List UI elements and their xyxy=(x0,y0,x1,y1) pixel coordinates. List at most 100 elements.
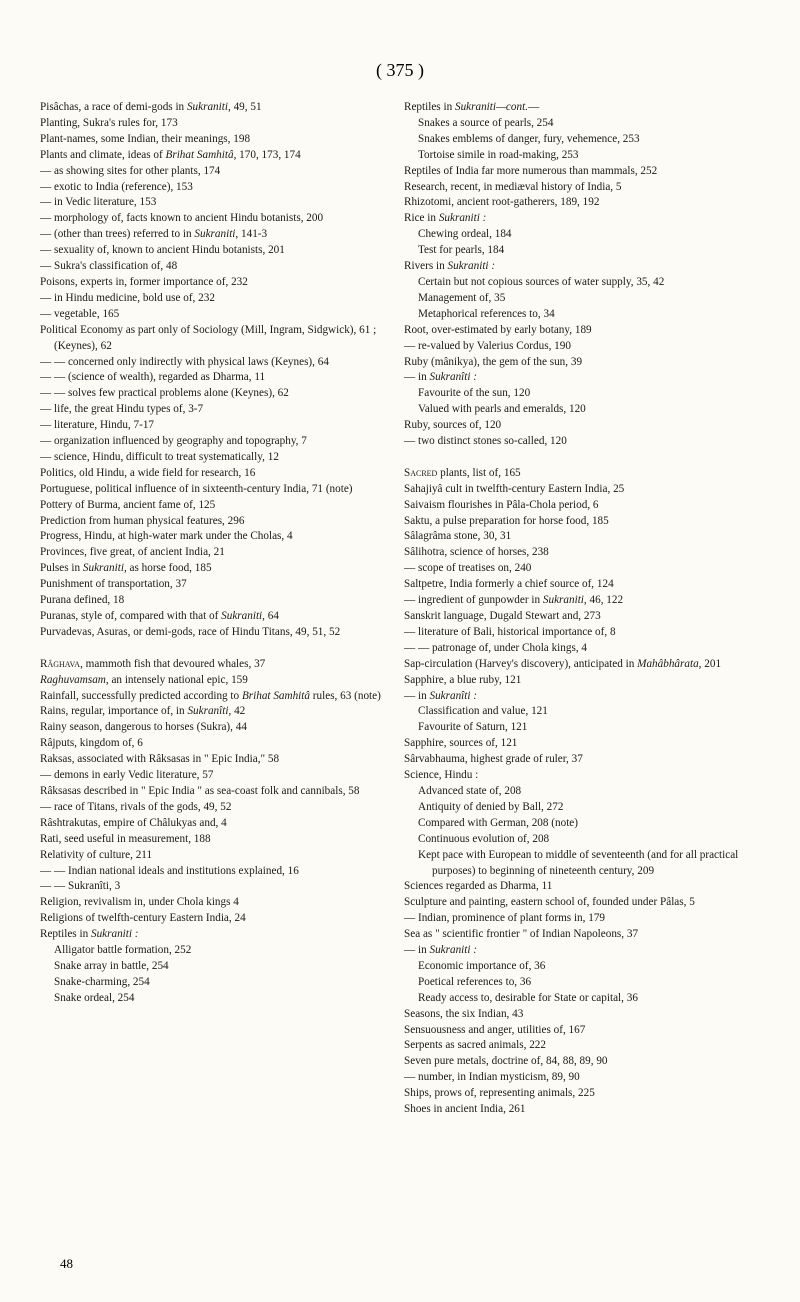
index-entry: — organization influenced by geography a… xyxy=(40,434,396,450)
index-entry: Research, recent, in mediæval history of… xyxy=(404,180,760,196)
index-entry: Prediction from human physical features,… xyxy=(40,514,396,530)
index-entry: Râjputs, kingdom of, 6 xyxy=(40,736,396,752)
index-entry: Test for pearls, 184 xyxy=(404,243,760,259)
index-entry: Sâlagrâma stone, 30, 31 xyxy=(404,529,760,545)
index-entry: — sexuality of, known to ancient Hindu b… xyxy=(40,243,396,259)
index-entry: Sârvabhauma, highest grade of ruler, 37 xyxy=(404,752,760,768)
index-entry xyxy=(404,450,760,466)
index-entry: Reptiles of India far more numerous than… xyxy=(404,164,760,180)
index-entry: Valued with pearls and emeralds, 120 xyxy=(404,402,760,418)
index-entry: Advanced state of, 208 xyxy=(404,784,760,800)
index-entry: — literature of Bali, historical importa… xyxy=(404,625,760,641)
index-entry: — vegetable, 165 xyxy=(40,307,396,323)
index-entry: — science, Hindu, difficult to treat sys… xyxy=(40,450,396,466)
page-number-bottom: 48 xyxy=(60,1256,73,1272)
index-entry: — in Vedic literature, 153 xyxy=(40,195,396,211)
index-entry: — life, the great Hindu types of, 3-7 xyxy=(40,402,396,418)
right-column: Reptiles in Sukraniti—cont.—Snakes a sou… xyxy=(404,100,760,1118)
index-entry: Poisons, experts in, former importance o… xyxy=(40,275,396,291)
index-entry: Rainy season, dangerous to horses (Sukra… xyxy=(40,720,396,736)
index-entry: — — Indian national ideals and instituti… xyxy=(40,864,396,880)
index-entry: — in Sukranîti : xyxy=(404,689,760,705)
index-entry: Saivaism flourishes in Pâla-Chola period… xyxy=(404,498,760,514)
index-entry: Compared with German, 208 (note) xyxy=(404,816,760,832)
index-entry: — — patronage of, under Chola kings, 4 xyxy=(404,641,760,657)
index-entry: Reptiles in Sukraniti—cont.— xyxy=(404,100,760,116)
index-entry: — as showing sites for other plants, 174 xyxy=(40,164,396,180)
index-entry: Provinces, five great, of ancient India,… xyxy=(40,545,396,561)
index-entry: — re-valued by Valerius Cordus, 190 xyxy=(404,339,760,355)
index-entry: — exotic to India (reference), 153 xyxy=(40,180,396,196)
index-entry: — literature, Hindu, 7-17 xyxy=(40,418,396,434)
index-entry: Ruby (mânikya), the gem of the sun, 39 xyxy=(404,355,760,371)
index-entry: — in Hindu medicine, bold use of, 232 xyxy=(40,291,396,307)
index-entry: Pisâchas, a race of demi-gods in Sukrani… xyxy=(40,100,396,116)
index-entry: Management of, 35 xyxy=(404,291,760,307)
index-entry: Antiquity of denied by Ball, 272 xyxy=(404,800,760,816)
index-entry: Politics, old Hindu, a wide field for re… xyxy=(40,466,396,482)
index-entry: Certain but not copious sources of water… xyxy=(404,275,760,291)
index-entry: Kept pace with European to middle of sev… xyxy=(404,848,760,880)
index-entry: Plants and climate, ideas of Brihat Samh… xyxy=(40,148,396,164)
index-entry: Ready access to, desirable for State or … xyxy=(404,991,760,1007)
index-entry: Classification and value, 121 xyxy=(404,704,760,720)
index-entry: Puranas, style of, compared with that of… xyxy=(40,609,396,625)
index-entry: Saktu, a pulse preparation for horse foo… xyxy=(404,514,760,530)
left-column: Pisâchas, a race of demi-gods in Sukrani… xyxy=(40,100,396,1118)
index-entry: Political Economy as part only of Sociol… xyxy=(40,323,396,355)
index-entry: — ingredient of gunpowder in Sukraniti, … xyxy=(404,593,760,609)
index-entry: Râghava, mammoth fish that devoured whal… xyxy=(40,657,396,673)
index-entry: — scope of treatises on, 240 xyxy=(404,561,760,577)
index-entry: Snake array in battle, 254 xyxy=(40,959,396,975)
index-entry: Relativity of culture, 211 xyxy=(40,848,396,864)
index-entry: Snakes a source of pearls, 254 xyxy=(404,116,760,132)
index-entry: Râksasas described in " Epic India " as … xyxy=(40,784,396,800)
index-entry: Sciences regarded as Dharma, 11 xyxy=(404,879,760,895)
index-entry: Sea as " scientific frontier " of Indian… xyxy=(404,927,760,943)
index-entry: Religions of twelfth-century Eastern Ind… xyxy=(40,911,396,927)
index-entry: Progress, Hindu, at high-water mark unde… xyxy=(40,529,396,545)
index-entry: Rice in Sukraniti : xyxy=(404,211,760,227)
index-entry: Serpents as sacred animals, 222 xyxy=(404,1038,760,1054)
index-entry: — — Sukranîti, 3 xyxy=(40,879,396,895)
index-entry: Rains, regular, importance of, in Sukran… xyxy=(40,704,396,720)
index-entry: Reptiles in Sukraniti : xyxy=(40,927,396,943)
index-entry: — — concerned only indirectly with physi… xyxy=(40,355,396,371)
index-entry: Punishment of transportation, 37 xyxy=(40,577,396,593)
index-entry: Favourite of Saturn, 121 xyxy=(404,720,760,736)
index-entry: Root, over-estimated by early botany, 18… xyxy=(404,323,760,339)
index-entry: Chewing ordeal, 184 xyxy=(404,227,760,243)
index-entry: Rati, seed useful in measurement, 188 xyxy=(40,832,396,848)
index-entry: Sapphire, a blue ruby, 121 xyxy=(404,673,760,689)
index-entry: Poetical references to, 36 xyxy=(404,975,760,991)
index-entry: — morphology of, facts known to ancient … xyxy=(40,211,396,227)
index-entry: Sculpture and painting, eastern school o… xyxy=(404,895,760,911)
index-entry: Ruby, sources of, 120 xyxy=(404,418,760,434)
index-entry: Sanskrit language, Dugald Stewart and, 2… xyxy=(404,609,760,625)
index-entry: Seven pure metals, doctrine of, 84, 88, … xyxy=(404,1054,760,1070)
index-entry: Purvadevas, Asuras, or demi-gods, race o… xyxy=(40,625,396,641)
index-entry: Pottery of Burma, ancient fame of, 125 xyxy=(40,498,396,514)
index-content: Pisâchas, a race of demi-gods in Sukrani… xyxy=(40,100,760,1118)
index-entry: Sensuousness and anger, utilities of, 16… xyxy=(404,1023,760,1039)
index-entry: — in Sukraniti : xyxy=(404,943,760,959)
index-entry: Rainfall, successfully predicted accordi… xyxy=(40,689,396,705)
index-entry: Purana defined, 18 xyxy=(40,593,396,609)
index-entry: Raghuvamsam, an intensely national epic,… xyxy=(40,673,396,689)
index-entry: — in Sukranîti : xyxy=(404,370,760,386)
index-entry: Sâlihotra, science of horses, 238 xyxy=(404,545,760,561)
index-entry: Planting, Sukra's rules for, 173 xyxy=(40,116,396,132)
index-entry: Sacred plants, list of, 165 xyxy=(404,466,760,482)
index-entry: Favourite of the sun, 120 xyxy=(404,386,760,402)
index-entry: Râshtrakutas, empire of Châlukyas and, 4 xyxy=(40,816,396,832)
index-entry: Continuous evolution of, 208 xyxy=(404,832,760,848)
index-entry: — Indian, prominence of plant forms in, … xyxy=(404,911,760,927)
index-entry: Shoes in ancient India, 261 xyxy=(404,1102,760,1118)
index-entry: Rhizotomi, ancient root-gatherers, 189, … xyxy=(404,195,760,211)
index-entry: Economic importance of, 36 xyxy=(404,959,760,975)
index-entry: Pulses in Sukraniti, as horse food, 185 xyxy=(40,561,396,577)
index-entry: Sap-circulation (Harvey's discovery), an… xyxy=(404,657,760,673)
index-entry: — (other than trees) referred to in Sukr… xyxy=(40,227,396,243)
index-entry: Science, Hindu : xyxy=(404,768,760,784)
index-entry: Raksas, associated with Râksasas in " Ep… xyxy=(40,752,396,768)
